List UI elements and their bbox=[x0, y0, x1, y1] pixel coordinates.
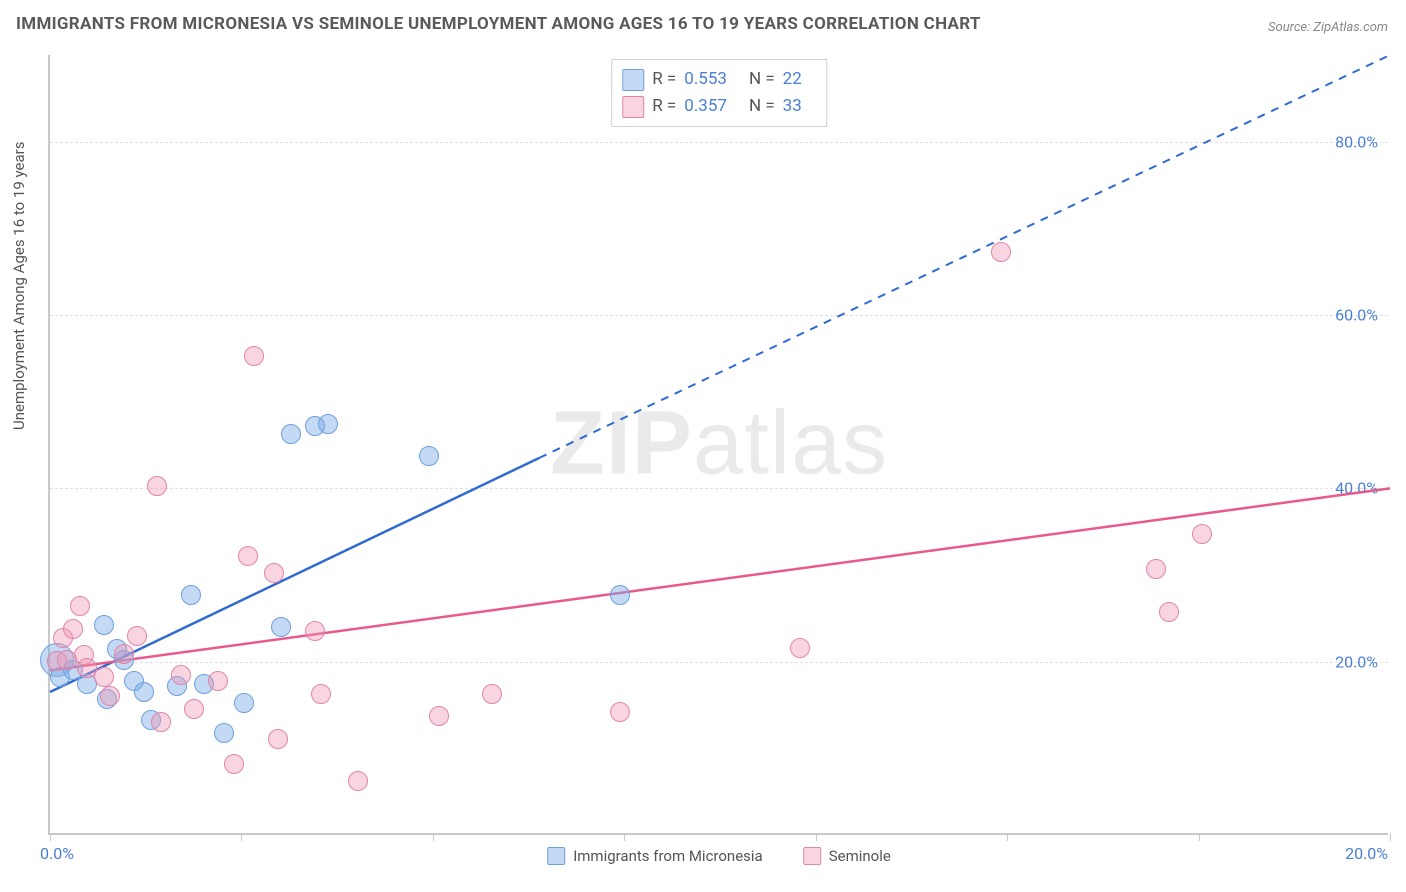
data-point-micronesia bbox=[97, 689, 117, 709]
gridline bbox=[50, 315, 1388, 316]
data-point-seminole bbox=[114, 644, 134, 664]
data-point-micronesia bbox=[281, 424, 301, 444]
trend-lines bbox=[50, 55, 1388, 833]
n-value-micronesia: 22 bbox=[783, 66, 802, 93]
data-point-seminole bbox=[100, 686, 120, 706]
data-point-micronesia bbox=[50, 667, 70, 687]
data-point-seminole bbox=[244, 346, 264, 366]
x-tick bbox=[816, 833, 817, 841]
data-point-seminole bbox=[53, 628, 73, 648]
data-point-micronesia bbox=[271, 617, 291, 637]
data-point-micronesia bbox=[77, 674, 97, 694]
data-point-seminole bbox=[171, 665, 191, 685]
r-value-seminole: 0.357 bbox=[684, 93, 727, 120]
r-label: R = bbox=[652, 66, 676, 93]
data-point-micronesia bbox=[134, 682, 154, 702]
data-point-seminole bbox=[790, 638, 810, 658]
stats-row-micronesia: R = 0.553 N = 22 bbox=[622, 66, 816, 93]
data-point-seminole bbox=[1146, 559, 1166, 579]
y-axis-label: Unemployment Among Ages 16 to 19 years bbox=[10, 142, 28, 430]
r-label: R = bbox=[652, 93, 676, 120]
data-point-micronesia bbox=[107, 639, 127, 659]
watermark: ZIPatlas bbox=[550, 393, 888, 496]
data-point-micronesia bbox=[234, 693, 254, 713]
data-point-seminole bbox=[305, 621, 325, 641]
chart-title: IMMIGRANTS FROM MICRONESIA VS SEMINOLE U… bbox=[16, 14, 981, 34]
gridline bbox=[50, 662, 1388, 663]
gridline bbox=[50, 142, 1388, 143]
legend-label-micronesia: Immigrants from Micronesia bbox=[573, 847, 763, 865]
data-point-seminole bbox=[482, 684, 502, 704]
watermark-light: atlas bbox=[693, 394, 888, 494]
data-point-micronesia bbox=[63, 660, 83, 680]
legend-item-micronesia: Immigrants from Micronesia bbox=[547, 847, 763, 865]
swatch-seminole bbox=[622, 96, 644, 118]
x-axis-min-label: 0.0% bbox=[40, 844, 74, 863]
plot-area: ZIPatlas 20.0%40.0%60.0%80.0% 0.0% 20.0%… bbox=[48, 55, 1388, 835]
data-point-seminole bbox=[151, 712, 171, 732]
watermark-bold: ZIP bbox=[550, 394, 693, 494]
swatch-micronesia bbox=[547, 847, 565, 865]
data-point-seminole bbox=[991, 242, 1011, 262]
data-point-seminole bbox=[208, 671, 228, 691]
x-tick bbox=[1199, 833, 1200, 841]
y-tick-label: 80.0% bbox=[1335, 132, 1378, 151]
data-point-micronesia bbox=[114, 650, 134, 670]
legend-label-seminole: Seminole bbox=[829, 847, 891, 865]
x-tick bbox=[433, 833, 434, 841]
r-value-micronesia: 0.553 bbox=[684, 66, 727, 93]
legend-item-seminole: Seminole bbox=[803, 847, 891, 865]
data-point-micronesia bbox=[141, 710, 161, 730]
n-label: N = bbox=[749, 93, 775, 120]
data-point-micronesia bbox=[318, 414, 338, 434]
source-label: Source: ZipAtlas.com bbox=[1268, 20, 1388, 35]
data-point-seminole bbox=[147, 476, 167, 496]
data-point-seminole bbox=[238, 546, 258, 566]
data-point-seminole bbox=[1159, 602, 1179, 622]
data-point-seminole bbox=[311, 684, 331, 704]
data-point-micronesia bbox=[305, 416, 325, 436]
x-tick bbox=[241, 833, 242, 841]
x-tick bbox=[624, 833, 625, 841]
gridline bbox=[50, 488, 1388, 489]
data-point-seminole bbox=[1192, 524, 1212, 544]
x-tick bbox=[50, 833, 51, 841]
data-point-micronesia bbox=[167, 676, 187, 696]
swatch-seminole bbox=[803, 847, 821, 865]
data-point-micronesia bbox=[94, 615, 114, 635]
stats-legend: R = 0.553 N = 22 R = 0.357 N = 33 bbox=[611, 59, 827, 127]
data-point-seminole bbox=[70, 596, 90, 616]
data-point-seminole bbox=[63, 619, 83, 639]
data-point-seminole bbox=[264, 563, 284, 583]
x-axis-max-label: 20.0% bbox=[1345, 844, 1388, 863]
data-point-seminole bbox=[94, 667, 114, 687]
data-point-seminole bbox=[224, 754, 244, 774]
n-label: N = bbox=[749, 66, 775, 93]
data-point-micronesia bbox=[214, 723, 234, 743]
data-point-micronesia bbox=[194, 674, 214, 694]
data-point-seminole bbox=[610, 702, 630, 722]
data-point-micronesia bbox=[610, 585, 630, 605]
stats-row-seminole: R = 0.357 N = 33 bbox=[622, 93, 816, 120]
y-tick-label: 60.0% bbox=[1335, 306, 1378, 325]
data-point-micronesia bbox=[124, 671, 144, 691]
data-point-micronesia bbox=[181, 585, 201, 605]
x-tick bbox=[1007, 833, 1008, 841]
data-point-seminole bbox=[348, 771, 368, 791]
data-point-seminole bbox=[57, 650, 77, 670]
data-point-seminole bbox=[429, 706, 449, 726]
n-value-seminole: 33 bbox=[783, 93, 802, 120]
data-point-micronesia bbox=[419, 446, 439, 466]
data-point-seminole bbox=[268, 729, 288, 749]
x-tick bbox=[1390, 833, 1391, 841]
series-legend: Immigrants from Micronesia Seminole bbox=[547, 847, 891, 865]
swatch-micronesia bbox=[622, 69, 644, 91]
y-tick-label: 40.0% bbox=[1335, 479, 1378, 498]
data-point-seminole bbox=[127, 626, 147, 646]
data-point-seminole bbox=[184, 699, 204, 719]
data-point-micronesia bbox=[40, 643, 74, 677]
y-tick-label: 20.0% bbox=[1335, 652, 1378, 671]
